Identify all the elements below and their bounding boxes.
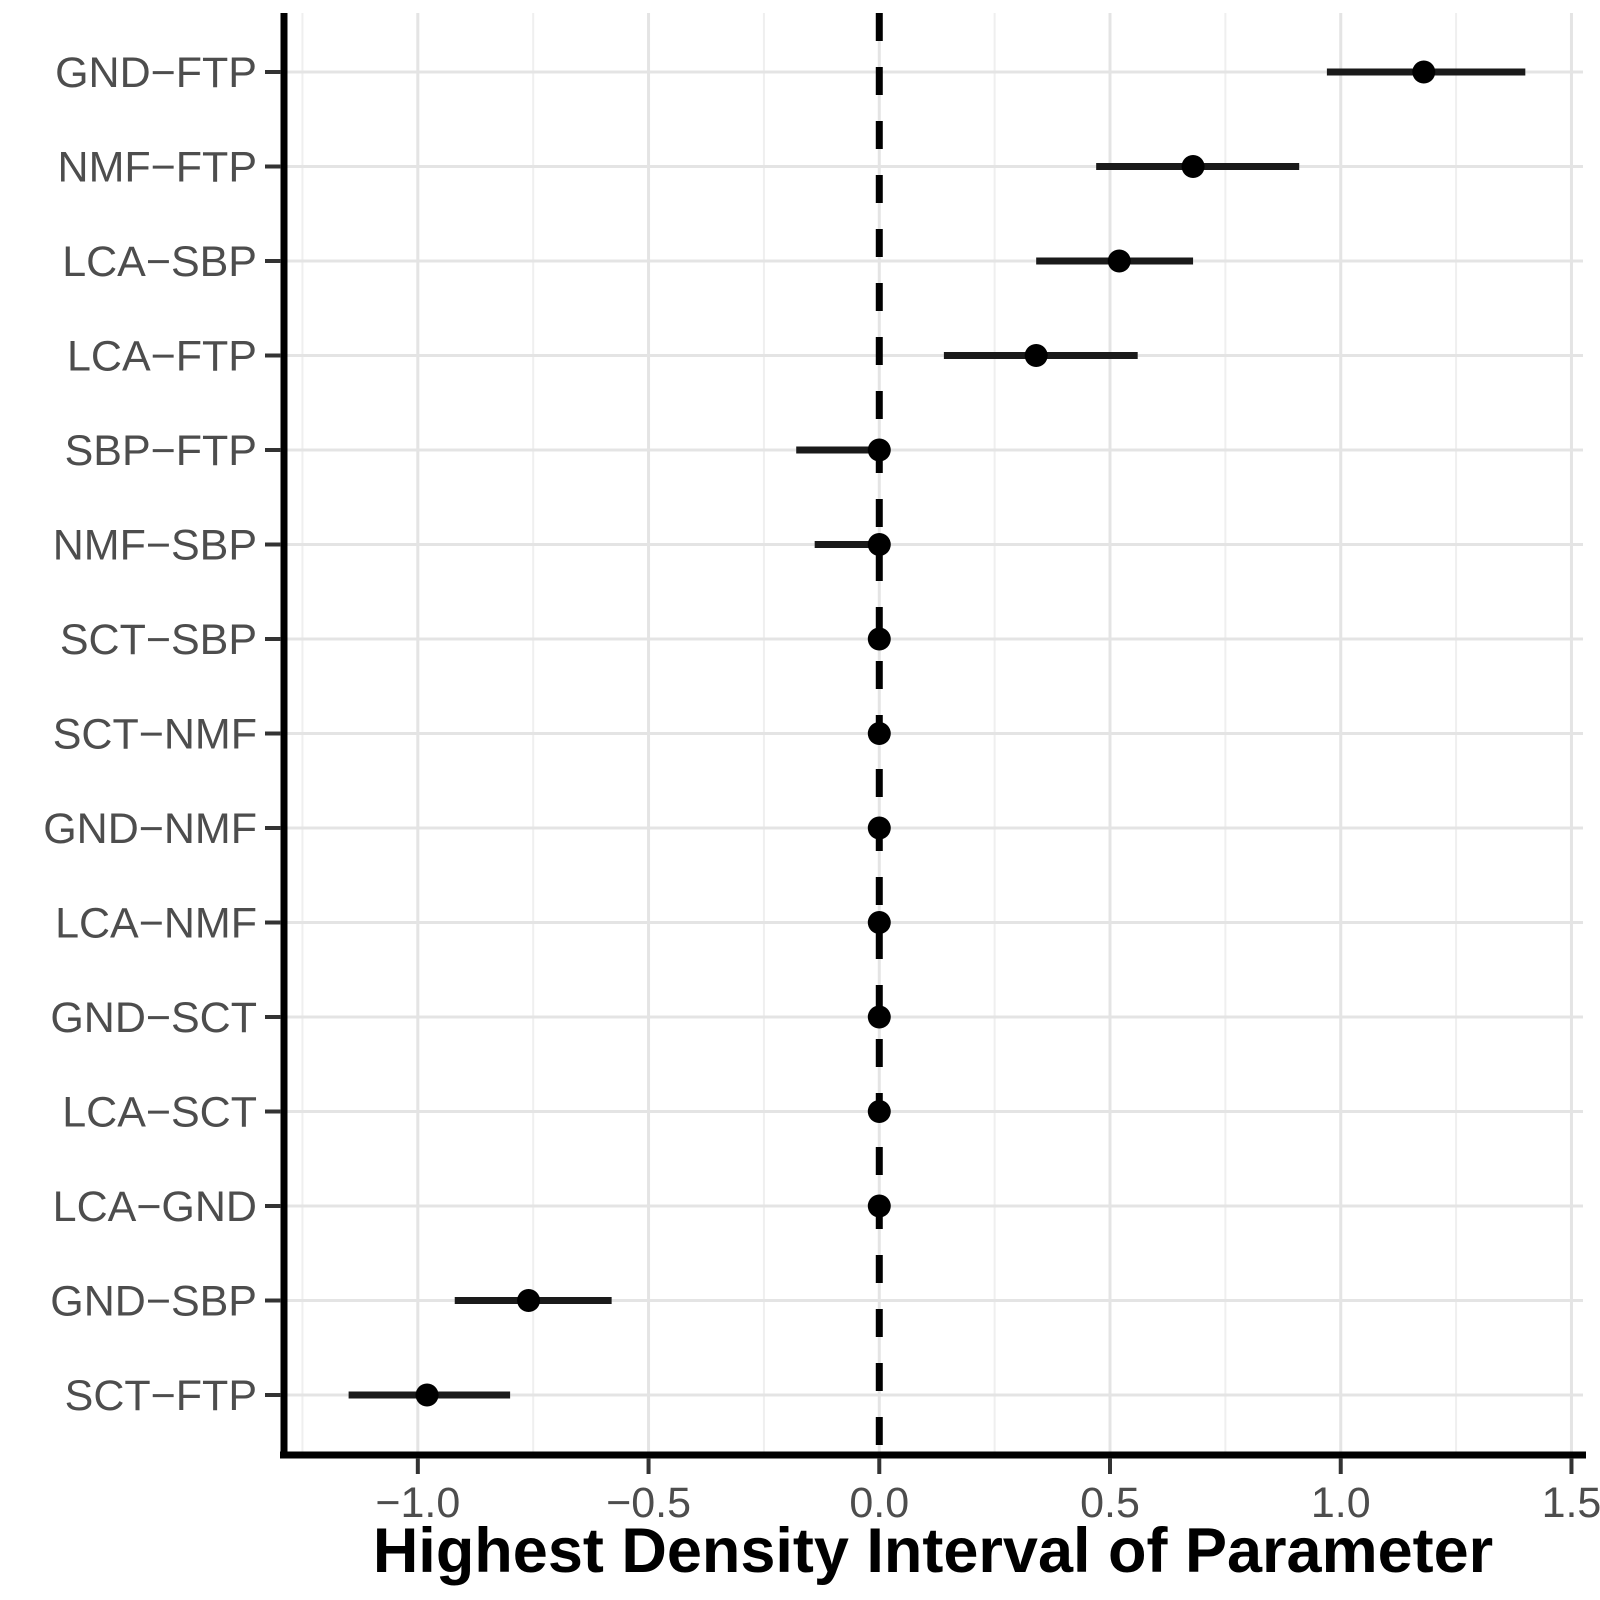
y-tick-label: GND−NMF: [43, 805, 257, 853]
hdi-row: [943, 344, 1138, 367]
x-tick-label: 1.5: [1542, 1479, 1600, 1527]
x-tick-label: 0.5: [1080, 1479, 1140, 1527]
point-marker: [867, 627, 891, 651]
y-tick-label: SCT−NMF: [53, 711, 257, 759]
hdi-row: [796, 438, 891, 462]
point-marker: [415, 1383, 439, 1407]
hdi-row: [814, 533, 891, 556]
x-tick-label: −1.0: [375, 1479, 460, 1527]
y-tick-label: LCA−FTP: [67, 333, 257, 381]
hdi-row: [1096, 155, 1300, 178]
x-axis-title: Highest Density Interval of Parameter: [373, 1516, 1493, 1586]
y-tick-label: LCA−GND: [53, 1183, 257, 1231]
point-marker: [867, 533, 891, 556]
y-tick-label: LCA−NMF: [55, 900, 257, 948]
axes-layer: −1.0 −0.5 0.0 0.5 1.0 1.5 GND−FTP NMF−FTP LCA−SB…: [43, 13, 1600, 1527]
point-marker: [867, 1005, 891, 1029]
point-marker: [867, 1194, 891, 1218]
hdi-row: [1326, 60, 1526, 84]
hdi-row: [867, 722, 891, 745]
y-tick-label: LCA−SCT: [62, 1089, 257, 1137]
hdi-row: [867, 1100, 891, 1123]
y-tick-label: NMF−SBP: [53, 522, 257, 570]
point-marker: [867, 1100, 891, 1123]
hdi-row: [867, 1194, 891, 1218]
x-tick-label: 0.0: [849, 1479, 909, 1527]
x-tick-label: 1.0: [1311, 1479, 1371, 1527]
y-tick-label: SCT−FTP: [65, 1372, 257, 1420]
y-tick-label: NMF−FTP: [58, 144, 257, 192]
y-tick-label: SCT−SBP: [60, 616, 257, 664]
point-marker: [517, 1289, 541, 1312]
hdi-row: [867, 911, 891, 934]
y-tick-label: GND−FTP: [55, 49, 257, 97]
point-marker: [1024, 344, 1048, 367]
point-marker: [867, 438, 891, 462]
point-marker: [1107, 249, 1131, 273]
point-marker: [867, 722, 891, 745]
point-marker: [1181, 155, 1205, 178]
y-tick-label: SBP−FTP: [65, 427, 257, 475]
point-marker: [1412, 60, 1436, 84]
point-marker: [867, 911, 891, 934]
hdi-row: [867, 1005, 891, 1029]
hdi-row: [867, 816, 891, 840]
y-tick-label: GND−SCT: [50, 994, 257, 1042]
hdi-row: [348, 1383, 511, 1407]
hdi-row: [1036, 249, 1194, 273]
data-layer: [348, 60, 1526, 1407]
y-tick-label: LCA−SBP: [62, 238, 257, 286]
y-tick-label: GND−SBP: [50, 1278, 257, 1326]
hdi-row: [867, 627, 891, 651]
point-marker: [867, 816, 891, 840]
x-tick-label: −0.5: [606, 1479, 691, 1527]
hdi-row: [454, 1289, 612, 1312]
